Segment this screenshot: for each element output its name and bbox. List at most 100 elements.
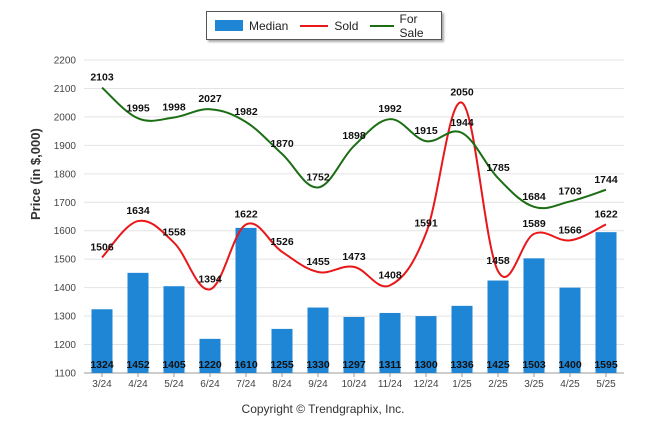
legend-item-median: Median <box>215 19 288 33</box>
bar-median <box>199 338 221 373</box>
y-tick-label: 1600 <box>54 226 77 237</box>
data-label-for-sale: 1944 <box>450 117 474 129</box>
copyright-text: Copyright © Trendgraphix, Inc. <box>241 402 405 416</box>
y-tick-label: 1800 <box>54 169 77 180</box>
legend-label-sold: Sold <box>334 18 359 33</box>
data-label-for-sale: 1998 <box>162 101 186 113</box>
data-label-median: 1610 <box>234 359 258 371</box>
bar-median <box>163 286 185 373</box>
bar-median <box>307 307 329 373</box>
data-label-for-sale: 1684 <box>522 191 546 203</box>
y-tick-label: 1900 <box>54 141 77 152</box>
data-label-for-sale: 1785 <box>486 162 510 174</box>
legend-swatch-sold <box>300 24 329 27</box>
data-label-median: 1300 <box>414 359 438 371</box>
data-label-for-sale: 1982 <box>234 106 258 118</box>
data-label-sold: 1622 <box>234 208 258 220</box>
x-tick-label: 12/24 <box>413 379 438 390</box>
y-tick-label: 1200 <box>54 340 77 351</box>
data-label-for-sale: 2103 <box>90 72 114 84</box>
data-label-for-sale: 1915 <box>414 125 438 137</box>
x-tick-label: 10/24 <box>341 379 366 390</box>
x-tick-label: 5/24 <box>164 379 184 390</box>
bar-median <box>595 232 617 373</box>
line-sold <box>101 101 607 291</box>
data-label-median: 1311 <box>379 359 402 371</box>
y-tick-label: 1700 <box>54 198 77 209</box>
x-tick-label: 5/25 <box>596 379 616 390</box>
data-label-median: 1400 <box>558 359 582 371</box>
data-label-median: 1220 <box>198 359 222 371</box>
data-label-for-sale: 1752 <box>306 171 330 183</box>
bar-median <box>451 305 473 373</box>
data-label-sold: 1591 <box>414 217 438 229</box>
data-label-median: 1595 <box>594 359 618 371</box>
data-label-median: 1255 <box>270 359 294 371</box>
legend-label-median: Median <box>249 18 289 33</box>
data-label-sold: 1394 <box>198 273 222 285</box>
x-tick-label: 6/24 <box>200 379 220 390</box>
legend-item-sold: Sold <box>300 19 358 33</box>
x-tick-label: 11/24 <box>378 379 403 390</box>
x-tick-label: 4/25 <box>560 379 580 390</box>
data-label-for-sale: 1992 <box>378 103 402 115</box>
data-label-sold: 1473 <box>342 251 366 263</box>
data-label-median: 1297 <box>342 359 366 371</box>
bar-median <box>379 312 401 373</box>
data-label-sold: 1455 <box>306 256 330 268</box>
y-tick-label: 2000 <box>54 112 77 123</box>
y-tick-label: 1100 <box>54 369 76 380</box>
y-axis-label: Price (in $,000) <box>28 128 43 220</box>
data-label-median: 1405 <box>162 359 186 371</box>
data-label-for-sale: 1995 <box>126 102 150 114</box>
data-label-sold: 1566 <box>558 224 582 236</box>
data-label-sold: 1506 <box>90 241 114 253</box>
data-label-sold: 1622 <box>594 208 618 220</box>
legend: Median Sold For Sale <box>206 11 442 40</box>
bar-median <box>271 328 293 373</box>
data-label-for-sale: 1870 <box>270 138 294 150</box>
data-label-median: 1503 <box>522 359 546 371</box>
y-tick-label: 2200 <box>54 56 77 67</box>
x-tick-label: 3/25 <box>524 379 544 390</box>
legend-swatch-median <box>215 20 243 31</box>
bar-median <box>415 316 437 373</box>
data-label-median: 1452 <box>126 359 150 371</box>
bar-median <box>127 272 149 373</box>
data-label-for-sale: 1703 <box>558 185 582 197</box>
bar-median <box>91 309 113 373</box>
x-tick-label: 2/25 <box>488 379 508 390</box>
data-label-sold: 1408 <box>378 269 402 281</box>
x-tick-label: 7/24 <box>236 379 256 390</box>
data-label-sold: 1558 <box>162 227 186 239</box>
data-label-sold: 1526 <box>270 236 294 248</box>
y-tick-label: 2100 <box>54 84 77 95</box>
line-for-sale <box>101 86 607 210</box>
y-tick-label: 1500 <box>54 255 77 266</box>
data-label-median: 1336 <box>450 359 474 371</box>
data-label-sold: 1458 <box>486 255 510 267</box>
bar-median <box>559 287 581 373</box>
data-label-median: 1425 <box>486 359 510 371</box>
data-label-for-sale: 1744 <box>594 174 618 186</box>
x-tick-label: 1/25 <box>452 379 472 390</box>
x-tick-label: 8/24 <box>272 379 292 390</box>
data-label-sold: 1589 <box>522 218 546 230</box>
y-tick-label: 1300 <box>54 312 77 323</box>
data-label-median: 1330 <box>306 359 330 371</box>
data-label-for-sale: 2027 <box>198 93 222 105</box>
bar-median <box>235 227 257 373</box>
bar-median <box>487 280 509 373</box>
x-tick-label: 9/24 <box>308 379 328 390</box>
legend-item-for-sale: For Sale <box>370 12 437 40</box>
y-tick-label: 1400 <box>54 283 77 294</box>
legend-swatch-for-sale <box>370 24 394 27</box>
data-label-median: 1324 <box>90 359 114 371</box>
legend-label-for-sale: For Sale <box>399 11 424 40</box>
data-label-for-sale: 1898 <box>342 130 366 142</box>
data-label-sold: 2050 <box>450 87 474 99</box>
data-label-sold: 1634 <box>126 205 150 217</box>
x-tick-label: 4/24 <box>128 379 148 390</box>
